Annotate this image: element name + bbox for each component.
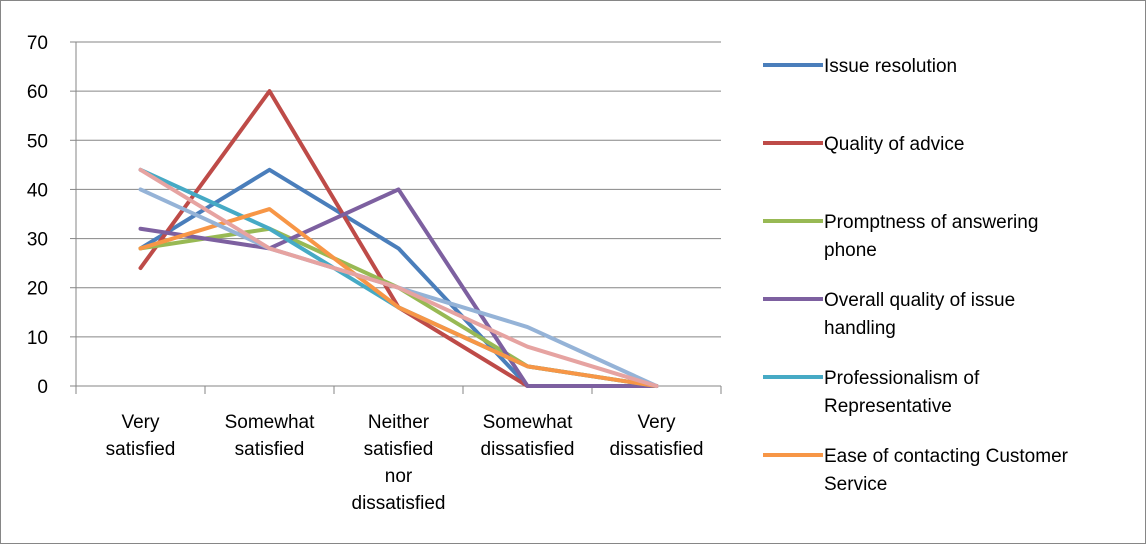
x-tick-label: Neither satisfied nor dissatisfied <box>352 412 446 514</box>
axes <box>70 41 722 394</box>
x-tick-label: Very satisfied <box>106 412 176 460</box>
y-tick-label: 40 <box>27 180 48 201</box>
y-axis-tick-labels: 0 10 20 30 40 50 60 70 <box>27 33 48 398</box>
legend-entry: Ease of contacting Customer Service <box>824 446 1069 495</box>
y-tick-label: 60 <box>27 82 48 103</box>
series-line <box>138 187 659 388</box>
y-tick-label: 70 <box>27 33 48 54</box>
legend-entry: Quality of advice <box>824 134 964 155</box>
legend: Issue resolution Quality of advice Promptn… <box>763 56 1069 495</box>
legend-entry: Professionalism of Representative <box>824 368 980 417</box>
x-axis-tick-labels: Very satisfied Somewhat satisfied Neither sat… <box>106 412 704 514</box>
y-tick-label: 50 <box>27 131 48 152</box>
legend-entry: Issue resolution <box>824 56 957 77</box>
legend-entry: Overall quality of issue handling <box>824 290 1015 339</box>
y-tick-label: 10 <box>27 328 48 349</box>
series-line <box>138 167 659 388</box>
y-tick-label: 30 <box>27 230 48 251</box>
x-tick-label: Very dissatisfied <box>610 412 704 460</box>
legend-entry: Promptness of answering phone <box>824 212 1038 261</box>
series-line <box>138 167 659 388</box>
x-tick-label: Somewhat satisfied <box>225 412 315 460</box>
x-tick-label: Somewhat dissatisfied <box>481 412 575 460</box>
y-tick-label: 0 <box>37 377 48 398</box>
y-tick-label: 20 <box>27 279 48 300</box>
series-lines <box>138 89 659 388</box>
